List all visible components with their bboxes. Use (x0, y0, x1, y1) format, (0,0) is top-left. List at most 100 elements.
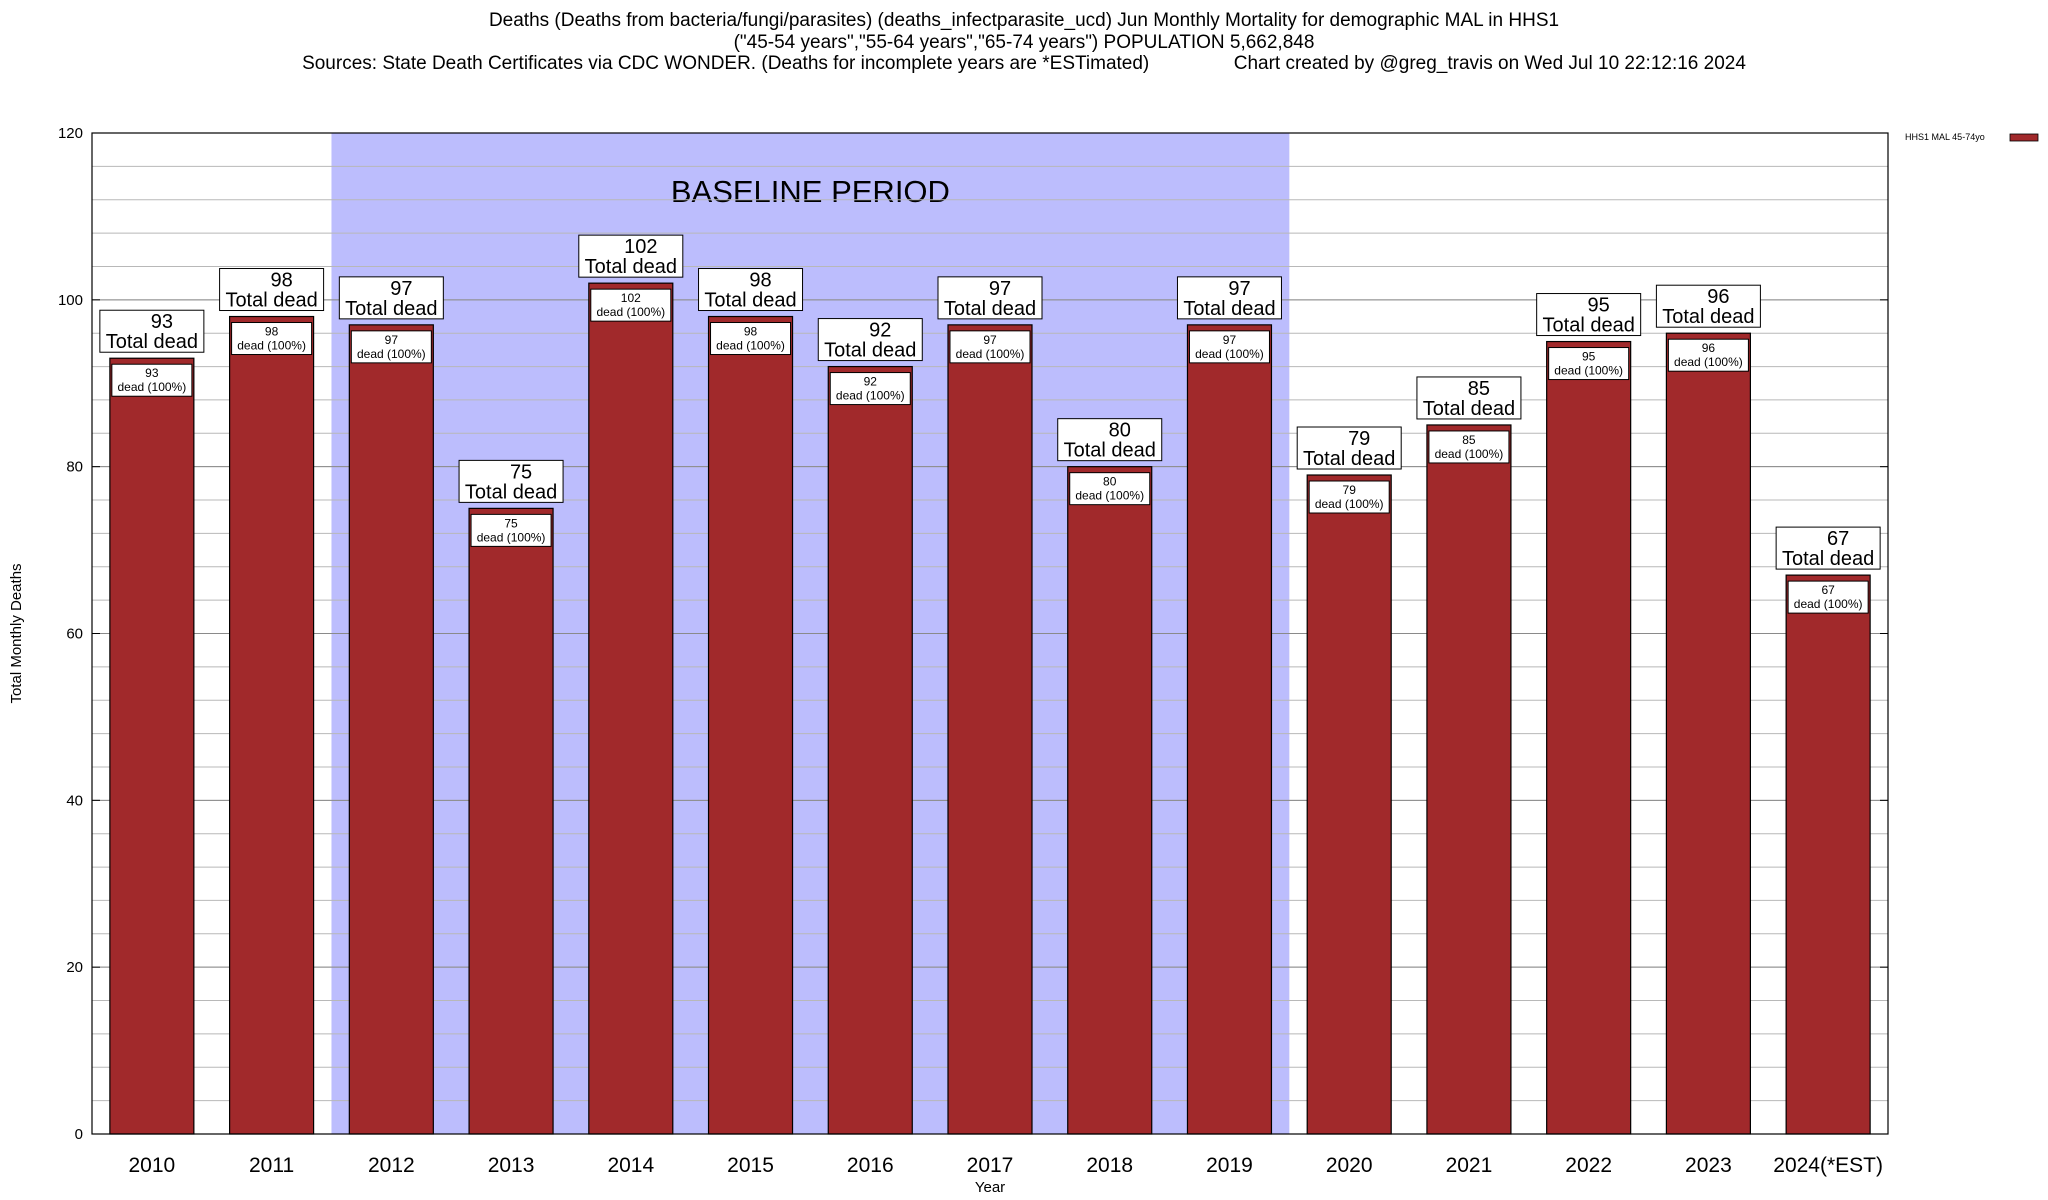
bar-inner-label-box (350, 330, 432, 364)
bar-top-value-label: 98 (270, 270, 292, 292)
bar-inner-value-label: 79 (1343, 483, 1357, 497)
bar-top-label-box (1655, 284, 1761, 328)
x-tick-label: 2011 (249, 1154, 294, 1177)
bar-inner-percent-label: dead (100%) (237, 339, 306, 353)
x-tick-label: 2012 (368, 1154, 415, 1177)
x-tick-label: 2013 (488, 1154, 535, 1177)
bar-2021 (1426, 424, 1512, 1135)
bar-2010 (109, 357, 195, 1135)
x-tick-label: 2022 (1565, 1154, 1612, 1177)
bar-top-value-label: 97 (390, 278, 412, 300)
x-tick-label: 2023 (1685, 1154, 1732, 1177)
bar-top-total-label: Total dead (345, 298, 437, 320)
bar-inner-percent-label: dead (100%) (357, 347, 426, 361)
bar-inner-value-label: 85 (1462, 433, 1476, 447)
bar-2022 (1546, 340, 1632, 1135)
bar-inner-label-box (829, 372, 911, 406)
bar-2017 (947, 324, 1033, 1135)
y-tick-label: 20 (66, 959, 83, 976)
bar-2024(*EST) (1785, 574, 1871, 1135)
bar-top-value-label: 85 (1468, 378, 1490, 400)
bar-inner-label-box (590, 288, 672, 322)
bar-top-value-label: 67 (1827, 528, 1849, 550)
bar-2019 (1186, 324, 1273, 1135)
x-tick-label: 2024(*EST) (1773, 1154, 1883, 1177)
bar-top-label-box (338, 276, 444, 320)
bar-top-total-label: Total dead (585, 256, 677, 278)
chart-title-line-3: Sources: State Death Certificates via CD… (302, 53, 1746, 74)
bar-2014 (588, 282, 674, 1135)
bar-2016 (827, 365, 913, 1135)
bar-top-value-label: 97 (1228, 278, 1250, 300)
bar-top-label-box (219, 268, 325, 312)
bar-top-value-label: 75 (510, 461, 532, 483)
bar-2011 (229, 315, 315, 1135)
bar-inner-value-label: 67 (1821, 583, 1835, 597)
bar-inner-label-box (111, 363, 193, 397)
bar-top-value-label: 95 (1588, 295, 1610, 317)
bar-inner-value-label: 97 (385, 333, 399, 347)
bar-top-label-box (937, 276, 1043, 320)
bar-top-label-box (1176, 276, 1282, 320)
y-tick-label: 0 (75, 1126, 83, 1143)
bar-top-total-label: Total dead (704, 290, 796, 312)
bar-inner-value-label: 97 (983, 333, 997, 347)
bar-top-label-box (458, 459, 564, 503)
bar-2018 (1067, 466, 1153, 1135)
bar-inner-percent-label: dead (100%) (596, 305, 665, 319)
chart-title-line-2: ("45-54 years","55-64 years","65-74 year… (733, 32, 1315, 53)
bar-inner-label-box (1548, 347, 1630, 381)
bar-top-total-label: Total dead (225, 290, 317, 312)
bar-inner-percent-label: dead (100%) (716, 339, 785, 353)
bar-inner-percent-label: dead (100%) (477, 530, 546, 544)
bar-top-label-box (99, 309, 205, 353)
bar-inner-value-label: 93 (145, 366, 159, 380)
bar-top-total-label: Total dead (1303, 448, 1395, 470)
bar-top-value-label: 102 (624, 236, 657, 258)
bar-inner-value-label: 75 (504, 516, 518, 530)
bar-top-value-label: 92 (869, 320, 891, 342)
bar-top-label-box (1775, 526, 1881, 570)
bar-inner-percent-label: dead (100%) (1794, 597, 1863, 611)
baseline-period-label: BASELINE PERIOD (671, 174, 950, 209)
bar-top-label-box (1057, 418, 1163, 462)
bar-top-total-label: Total dead (1662, 306, 1754, 328)
bar-inner-label-box (1428, 430, 1510, 464)
bar-top-label-box (1296, 426, 1402, 470)
bar-top-total-label: Total dead (465, 481, 557, 503)
bar-inner-label-box (710, 322, 792, 356)
bar-top-label-box (1416, 376, 1522, 420)
bar-top-label-box (578, 234, 684, 278)
bar-inner-percent-label: dead (100%) (1435, 447, 1504, 461)
bar-inner-value-label: 95 (1582, 350, 1596, 364)
bar-top-label-box (817, 318, 923, 362)
bar-top-value-label: 96 (1707, 286, 1729, 308)
bar-inner-percent-label: dead (100%) (1554, 364, 1623, 378)
bar-top-value-label: 80 (1109, 420, 1131, 442)
y-tick-label: 60 (66, 626, 83, 643)
x-tick-label: 2015 (727, 1154, 774, 1177)
bar-top-total-label: Total dead (1782, 548, 1874, 570)
x-axis-label: Year (975, 1179, 1005, 1196)
y-tick-label: 40 (66, 792, 83, 809)
bar-top-total-label: Total dead (1064, 440, 1156, 462)
x-tick-label: 2018 (1086, 1154, 1133, 1177)
bar-top-total-label: Total dead (106, 331, 198, 353)
x-tick-label: 2019 (1206, 1154, 1253, 1177)
bar-inner-percent-label: dead (100%) (836, 389, 905, 403)
bar-2023 (1665, 332, 1752, 1135)
bar-inner-value-label: 98 (265, 325, 279, 339)
bar-inner-value-label: 80 (1103, 475, 1117, 489)
y-axis-label: Total Monthly Deaths (8, 563, 25, 703)
bar-inner-label-box (1188, 330, 1270, 364)
bar-top-total-label: Total dead (1543, 315, 1635, 337)
bar-inner-value-label: 96 (1702, 341, 1716, 355)
bar-top-value-label: 93 (151, 311, 173, 333)
bar-top-label-box (698, 268, 804, 312)
bar-2015 (707, 315, 794, 1135)
bar-inner-label-box (1787, 580, 1869, 614)
bar-inner-label-box (470, 513, 552, 547)
bar-inner-label-box (1069, 472, 1151, 506)
bar-2012 (348, 324, 434, 1135)
